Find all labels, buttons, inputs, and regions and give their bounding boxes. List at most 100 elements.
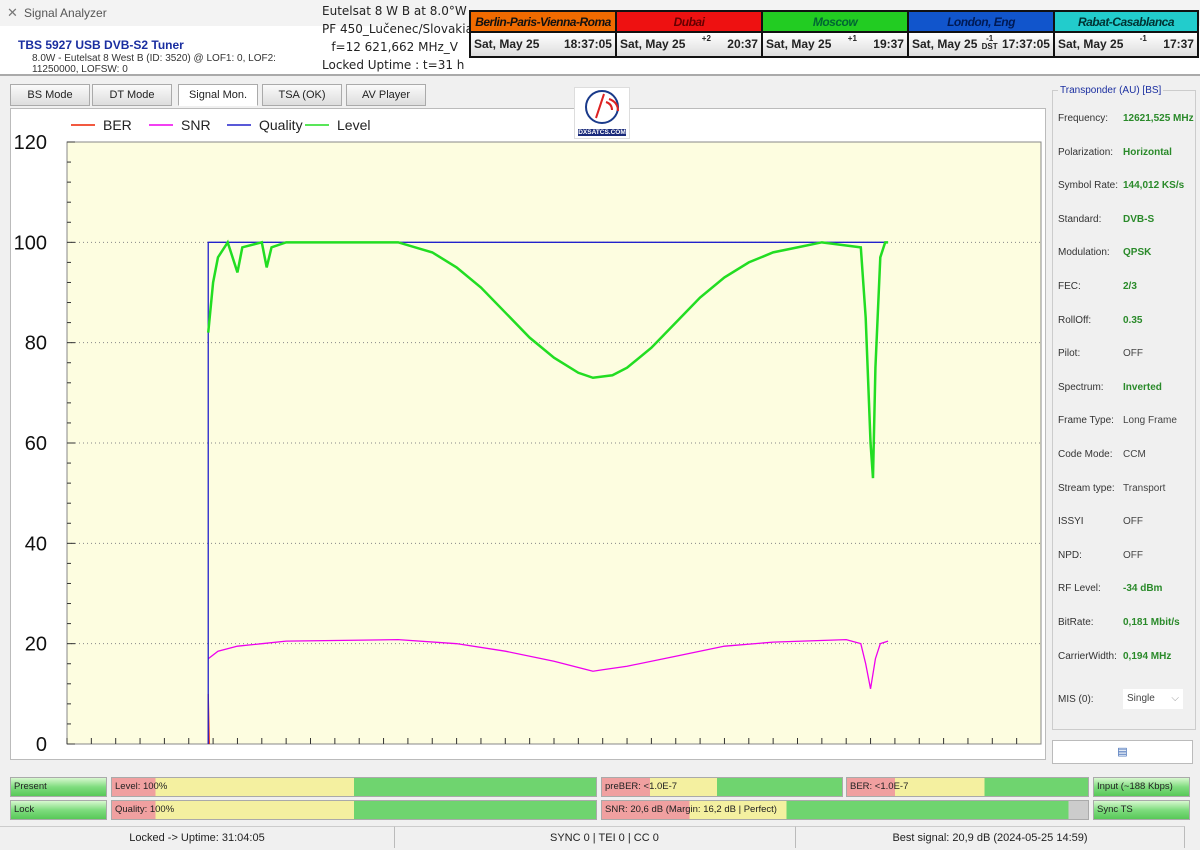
param-value: Horizontal [1123, 146, 1172, 158]
legend-label: Level [337, 117, 370, 133]
param-value: -34 dBm [1123, 583, 1163, 595]
world-clock: Rabat-Casablanca Sat, May 25 -1 17:37 [1053, 10, 1199, 58]
param-label: FEC: [1058, 281, 1081, 292]
clock-date: Sat, May 25 [474, 37, 540, 51]
ber-bar: BER: <1.0E-7 [846, 777, 1089, 797]
mis-label: MIS (0): [1058, 694, 1094, 705]
chevron-down-icon: ⌵ [1171, 693, 1179, 704]
sat-info-line: Locked Uptime : t=31 h [322, 58, 465, 72]
plot-area [66, 141, 1042, 745]
present-indicator: Present [10, 777, 107, 797]
param-label: ISSYI [1058, 516, 1084, 528]
param-label: Frequency: [1058, 113, 1109, 124]
clock-offset: -1 DST [981, 34, 998, 51]
legend-label: BER [103, 117, 132, 133]
clock-city: Rabat-Casablanca [1055, 12, 1197, 33]
param-label: RollOff: [1058, 314, 1092, 326]
legend-label: Quality [259, 117, 303, 133]
signal-chart: 0 20 40 60 80 100 120 BER SNR Quality Level [10, 108, 1046, 760]
param-value: 12621,525 MHz [1123, 113, 1194, 124]
param-value: 0.35 [1123, 314, 1143, 326]
window-title: Signal Analyzer [24, 6, 107, 20]
sync-ts-indicator: Sync TS [1093, 800, 1190, 820]
param-label: Spectrum: [1058, 381, 1104, 393]
param-value: OFF [1123, 516, 1143, 528]
app-icon: ✕ [7, 5, 18, 20]
world-clock: Berlin-Paris-Vienna-Roma Sat, May 25 18:37… [469, 10, 617, 58]
tab-bs-mode[interactable]: BS Mode [10, 84, 90, 106]
clock-city: Dubai [617, 12, 761, 33]
clock-date: Sat, May 25 [620, 37, 686, 51]
world-clock: Dubai Sat, May 25 +2 20:37 [615, 10, 763, 58]
param-label: Frame Type: [1058, 415, 1114, 427]
world-clock: London, Eng Sat, May 25 -1 DST 17:37:05 [907, 10, 1055, 58]
window-icon: ▤ [1117, 746, 1128, 758]
sat-info-line: f=12 621,662 MHz_V [331, 40, 458, 54]
quality-bar: Quality: 100% [111, 800, 597, 820]
param-value: OFF [1123, 348, 1143, 360]
lock-indicator: Lock [10, 800, 107, 820]
tuner-name: TBS 5927 USB DVB-S2 Tuner [18, 38, 184, 52]
y-tick-label: 80 [25, 333, 47, 355]
status-best-signal: Best signal: 20,9 dB (2024-05-25 14:59) [795, 826, 1185, 848]
series-snr [207, 639, 889, 689]
clock-time: 17:37:05 [1001, 37, 1050, 51]
clock-time: 19:37 [873, 37, 904, 51]
param-value: OFF [1123, 549, 1143, 561]
world-clock: Moscow Sat, May 25 +1 19:37 [761, 10, 909, 58]
param-value: QPSK [1123, 247, 1152, 259]
param-label: Symbol Rate: [1058, 180, 1119, 192]
param-value: Long Frame [1123, 415, 1177, 427]
clock-time: 18:37:05 [563, 37, 612, 51]
param-label: NPD: [1058, 549, 1082, 561]
dxsatcs-logo: DXSATCS.COM [574, 87, 630, 139]
snr-bar: SNR: 20,6 dB (Margin: 16,2 dB | Perfect) [601, 800, 1089, 820]
satellite-config: 8.0W - Eutelsat 8 West B (ID: 3520) @ LO… [32, 53, 276, 75]
clock-city: Moscow [763, 12, 907, 33]
status-counters: SYNC 0 | TEI 0 | CC 0 [395, 826, 795, 848]
clock-offset: -1 [1139, 34, 1147, 43]
param-label: CarrierWidth: [1058, 650, 1117, 662]
param-value: Transport [1123, 482, 1166, 494]
clock-time: 20:37 [727, 37, 758, 51]
clock-city: London, Eng [909, 12, 1053, 33]
panel-title: Transponder (AU) [BS] [1058, 85, 1164, 96]
y-tick-label: 0 [36, 734, 47, 756]
level-bar: Level: 100% [111, 777, 597, 797]
transponder-panel: Transponder (AU) [BS] Frequency: 12621,52… [1052, 85, 1196, 730]
clock-time: 17:37 [1163, 37, 1194, 51]
param-label: Pilot: [1058, 348, 1081, 360]
clock-city: Berlin-Paris-Vienna-Roma [471, 12, 615, 33]
clock-date: Sat, May 25 [1058, 37, 1124, 51]
tab-dt-mode[interactable]: DT Mode [92, 84, 172, 106]
param-value: 0,181 Mbit/s [1123, 617, 1180, 628]
sat-info-line: PF 450_Lučenec/Slovakia [322, 22, 473, 36]
mis-select[interactable]: Single ⌵ [1123, 689, 1183, 709]
panel-toggle-button[interactable]: ▤ [1052, 740, 1193, 764]
param-label: Stream type: [1058, 482, 1115, 494]
param-value: CCM [1123, 449, 1146, 460]
legend-label: SNR [181, 117, 211, 133]
y-tick-label: 100 [14, 232, 47, 254]
clock-date: Sat, May 25 [912, 37, 978, 51]
tab-signal-mon-[interactable]: Signal Mon. [178, 84, 258, 106]
param-value: Inverted [1123, 381, 1162, 393]
y-tick-label: 120 [14, 132, 47, 154]
param-value: DVB-S [1123, 213, 1155, 225]
preber-bar: preBER: <1.0E-7 [601, 777, 843, 797]
y-tick-label: 40 [25, 533, 47, 555]
param-value: 2/3 [1123, 281, 1137, 292]
input-indicator: Input (~188 Kbps) [1093, 777, 1190, 797]
param-label: BitRate: [1058, 617, 1094, 628]
param-label: RF Level: [1058, 583, 1101, 595]
series-level [206, 239, 889, 479]
param-label: Polarization: [1058, 146, 1114, 158]
param-label: Standard: [1058, 213, 1102, 225]
sat-info-line: Eutelsat 8 W B at 8.0°W [322, 4, 467, 18]
series-quality [207, 241, 889, 744]
tab-av-player[interactable]: AV Player [346, 84, 426, 106]
y-tick-label: 20 [25, 634, 47, 656]
tab-tsa-ok-[interactable]: TSA (OK) [262, 84, 342, 106]
param-value: 0,194 MHz [1123, 650, 1172, 662]
y-tick-label: 60 [25, 433, 47, 455]
